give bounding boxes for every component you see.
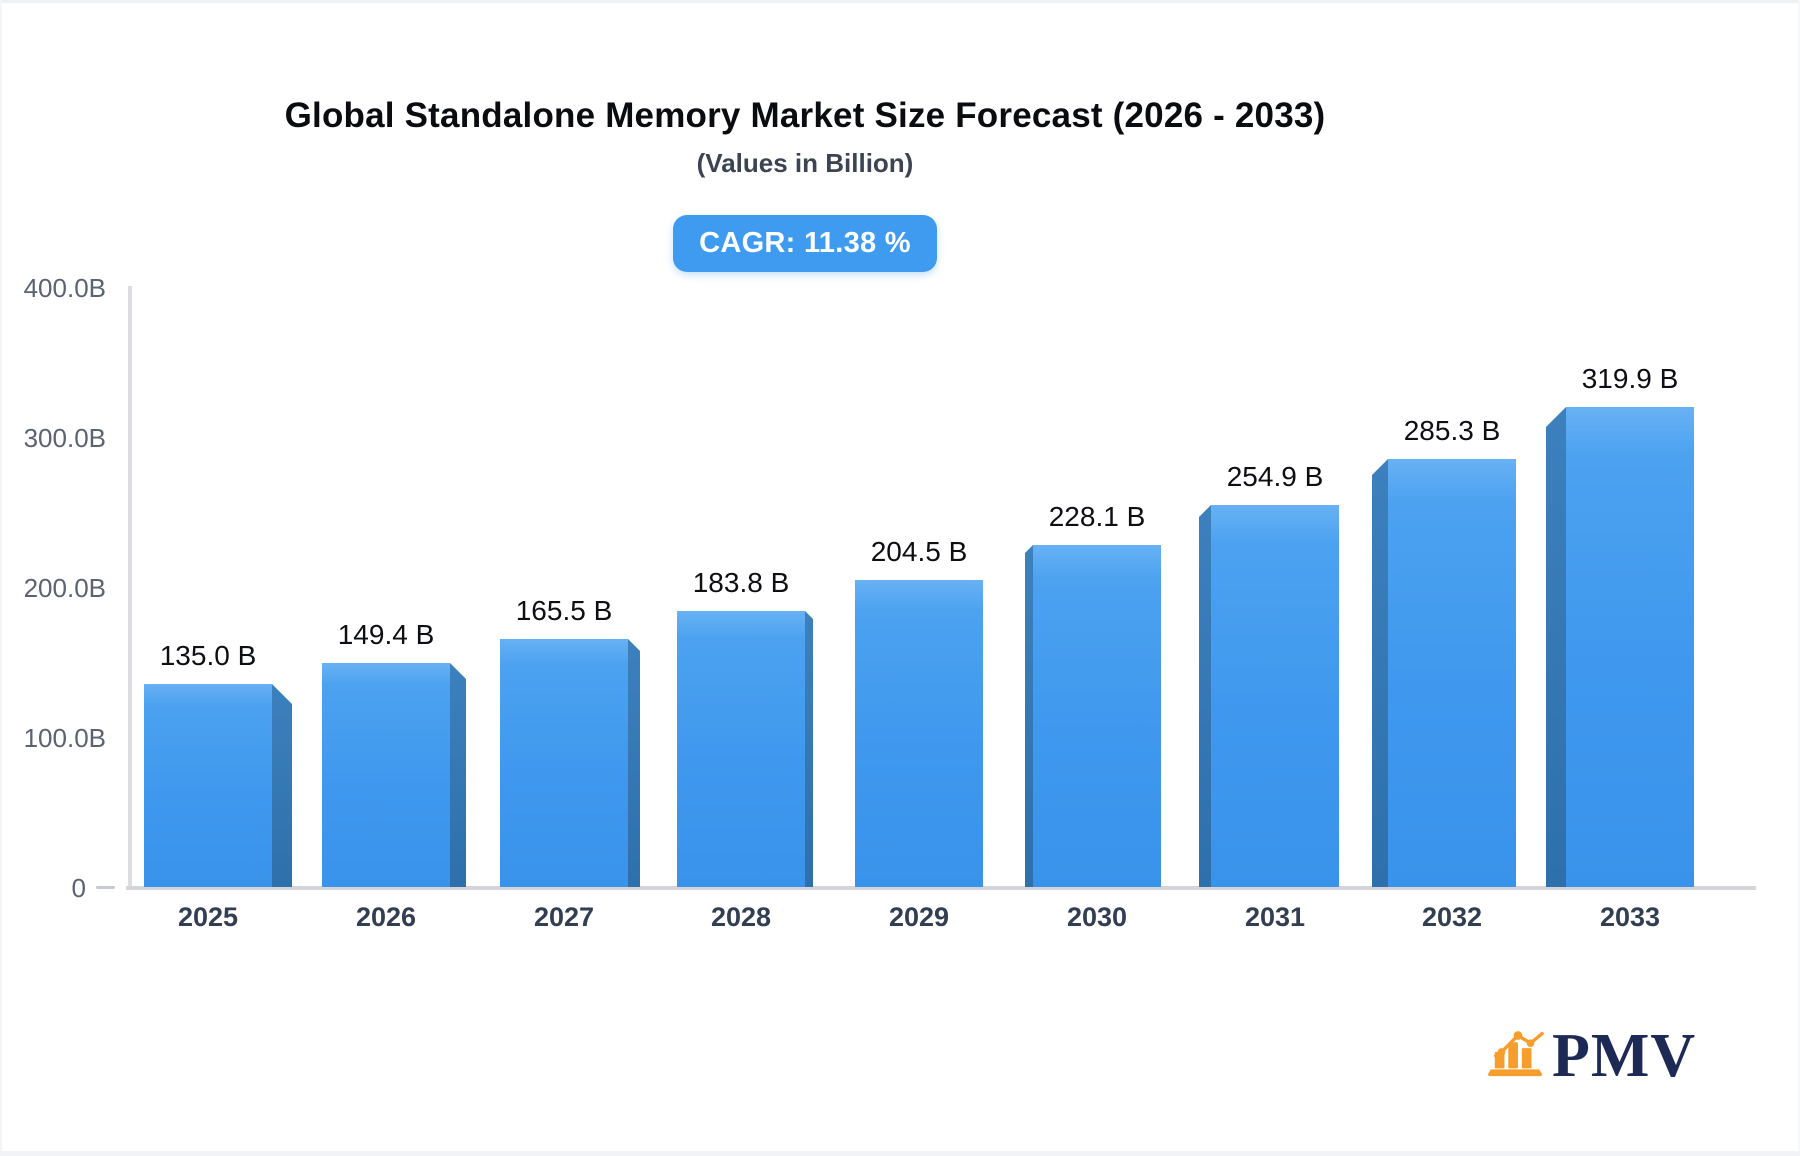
bar-2029 — [855, 580, 983, 887]
bar-value-label-2033: 319.9 B — [1581, 363, 1679, 394]
y-tick-300.0B: 300.0B — [23, 423, 106, 453]
x-tick-2027: 2027 — [533, 902, 595, 932]
right-edge-divider — [1798, 0, 1800, 1156]
x-tick-2032: 2032 — [1421, 902, 1483, 932]
left-edge-divider — [0, 0, 2, 1156]
bar-2027 — [500, 639, 628, 887]
bar-value-label-2029: 204.5 B — [870, 536, 968, 567]
x-axis-line — [126, 886, 1756, 890]
bar-2032-side-face — [1372, 459, 1388, 887]
bar-2031 — [1211, 505, 1339, 887]
cagr-badge: CAGR: 11.38 % — [673, 215, 937, 272]
cagr-badge-label: CAGR: 11.38 % — [699, 227, 911, 259]
y-axis-line — [128, 286, 132, 890]
bar-value-label-2031: 254.9 B — [1226, 461, 1324, 492]
bar-2032 — [1388, 459, 1516, 887]
bar-value-label-2028: 183.8 B — [692, 567, 790, 598]
bar-2030 — [1033, 545, 1161, 887]
bottom-edge-divider — [0, 1151, 1800, 1156]
bar-2026 — [322, 663, 450, 887]
bar-2027-side-face — [628, 639, 640, 887]
x-tick-2031: 2031 — [1244, 902, 1306, 932]
bar-2025 — [144, 684, 272, 887]
bar-2028 — [677, 611, 805, 887]
y-tick-400.0B: 400.0B — [23, 273, 106, 303]
x-tick-2028: 2028 — [710, 902, 772, 932]
chart-subtitle: (Values in Billion) — [696, 148, 914, 178]
bar-2031-side-face — [1199, 505, 1211, 887]
x-tick-2033: 2033 — [1599, 902, 1661, 932]
top-edge-divider — [0, 0, 1800, 3]
bar-value-label-2026: 149.4 B — [337, 619, 435, 650]
bar-2026-side-face — [450, 663, 466, 887]
bar-chart-growth-icon — [1488, 1031, 1544, 1077]
bar-value-label-2030: 228.1 B — [1048, 501, 1146, 532]
chart-header: Global Standalone Memory Market Size For… — [5, 0, 1605, 272]
bar-2033-side-face — [1546, 407, 1566, 887]
y-tick-0: 0 — [71, 873, 86, 903]
pmv-logo: PMV — [1488, 1022, 1696, 1087]
bar-2033 — [1566, 407, 1694, 887]
x-tick-2029: 2029 — [888, 902, 950, 932]
zero-tick-mark — [96, 886, 115, 889]
y-tick-100.0B: 100.0B — [23, 723, 106, 753]
x-tick-2025: 2025 — [177, 902, 239, 932]
pmv-logo-text: PMV — [1552, 1022, 1697, 1090]
x-tick-2030: 2030 — [1066, 902, 1128, 932]
chart-title: Global Standalone Memory Market Size For… — [284, 96, 1326, 135]
bar-value-label-2032: 285.3 B — [1403, 415, 1501, 446]
bar-value-label-2027: 165.5 B — [515, 595, 613, 626]
x-tick-2026: 2026 — [355, 902, 417, 932]
y-tick-200.0B: 200.0B — [23, 573, 106, 603]
bar-value-label-2025: 135.0 B — [159, 640, 257, 671]
bar-2025-side-face — [272, 684, 292, 887]
bar-2028-side-face — [805, 611, 813, 887]
bar-2030-side-face — [1025, 545, 1033, 887]
